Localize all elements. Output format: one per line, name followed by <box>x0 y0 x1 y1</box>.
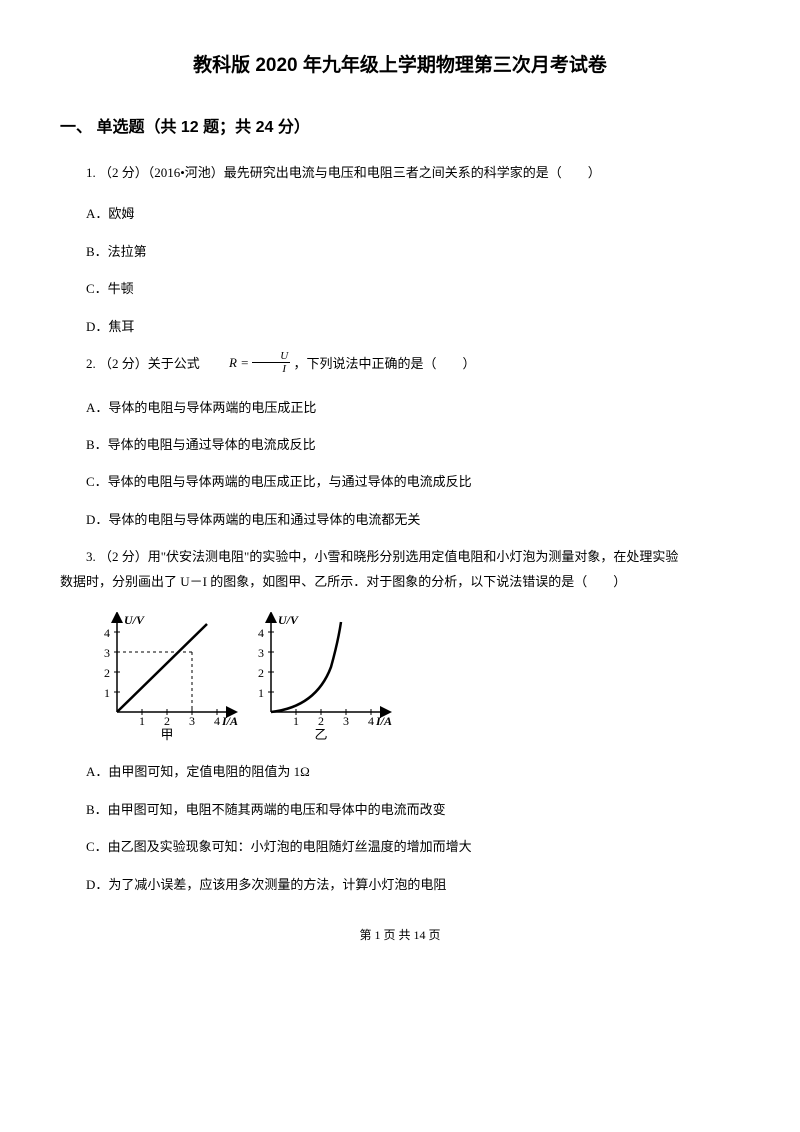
chart-label-jia: 甲 <box>160 727 173 742</box>
q1-option-c: C．牛顿 <box>60 277 740 300</box>
formula-lhs: R = <box>229 355 252 370</box>
ytick2-4: 4 <box>258 626 264 640</box>
xtick-4: 4 <box>214 714 220 728</box>
page-title: 教科版 2020 年九年级上学期物理第三次月考试卷 <box>60 50 740 77</box>
section-header: 一、 单选题（共 12 题；共 24 分） <box>60 113 740 137</box>
chart-yi: 1 2 3 4 1 2 3 4 U/V I/A 乙 <box>246 612 396 742</box>
chart-jia: 1 2 3 4 1 2 3 4 U/V I/A <box>92 612 242 742</box>
xtick-1: 1 <box>139 714 145 728</box>
q2-option-b: B．导体的电阻与通过导体的电流成反比 <box>60 433 740 456</box>
q1-stem: 1. （2 分）（2016•河池）最先研究出电流与电压和电阻三者之间关系的科学家… <box>60 161 740 184</box>
xtick2-4: 4 <box>368 714 374 728</box>
q1-option-a: A．欧姆 <box>60 202 740 225</box>
ytick2-2: 2 <box>258 666 264 680</box>
ytick-2: 2 <box>104 666 110 680</box>
q1-option-d: D．焦耳 <box>60 315 740 338</box>
q3-option-a: A．由甲图可知，定值电阻的阻值为 1Ω <box>60 760 740 783</box>
q3-stem: 3. （2 分）用"伏安法测电阻"的实验中，小雪和晓彤分别选用定值电阻和小灯泡为… <box>60 545 740 594</box>
q1-option-b: B．法拉第 <box>60 240 740 263</box>
xlabel-1: I/A <box>221 714 238 728</box>
xtick2-3: 3 <box>343 714 349 728</box>
chart-label-yi: 乙 <box>314 727 327 742</box>
ytick2-1: 1 <box>258 686 264 700</box>
q2-stem-after: ，下列说法中正确的是（ ） <box>290 356 475 371</box>
xtick2-1: 1 <box>293 714 299 728</box>
formula-denominator: I <box>252 363 290 375</box>
q2-option-c: C．导体的电阻与导体两端的电压成正比，与通过导体的电流成反比 <box>60 470 740 493</box>
xlabel-2: I/A <box>375 714 392 728</box>
page-footer: 第 1 页 共 14 页 <box>60 926 740 943</box>
q2-option-a: A．导体的电阻与导体两端的电压成正比 <box>60 396 740 419</box>
ytick-4: 4 <box>104 626 110 640</box>
ylabel-1: U/V <box>124 613 145 627</box>
ytick-3: 3 <box>104 646 110 660</box>
ytick2-3: 3 <box>258 646 264 660</box>
chart-container: 1 2 3 4 1 2 3 4 U/V I/A <box>92 612 740 742</box>
xtick2-2: 2 <box>318 714 324 728</box>
xtick-2: 2 <box>164 714 170 728</box>
ylabel-2: U/V <box>278 613 299 627</box>
q3-option-b: B．由甲图可知，电阻不随其两端的电压和导体中的电流而改变 <box>60 798 740 821</box>
ytick-1: 1 <box>104 686 110 700</box>
q2-formula: R = UI <box>203 351 290 376</box>
q2-stem: 2. （2 分）关于公式 R = UI ，下列说法中正确的是（ ） <box>60 352 740 378</box>
q3-option-c: C．由乙图及实验现象可知：小灯泡的电阻随灯丝温度的增加而增大 <box>60 835 740 858</box>
q2-option-d: D．导体的电阻与导体两端的电压和通过导体的电流都无关 <box>60 508 740 531</box>
q2-stem-before: 2. （2 分）关于公式 <box>86 356 203 371</box>
formula-numerator: U <box>252 351 290 363</box>
q3-option-d: D．为了减小误差，应该用多次测量的方法，计算小灯泡的电阻 <box>60 873 740 896</box>
q3-stem-line2: 数据时，分别画出了 U－I 的图象，如图甲、乙所示．对于图象的分析，以下说法错误… <box>60 574 626 589</box>
xtick-3: 3 <box>189 714 195 728</box>
q3-stem-line1: 3. （2 分）用"伏安法测电阻"的实验中，小雪和晓彤分别选用定值电阻和小灯泡为… <box>60 545 740 570</box>
